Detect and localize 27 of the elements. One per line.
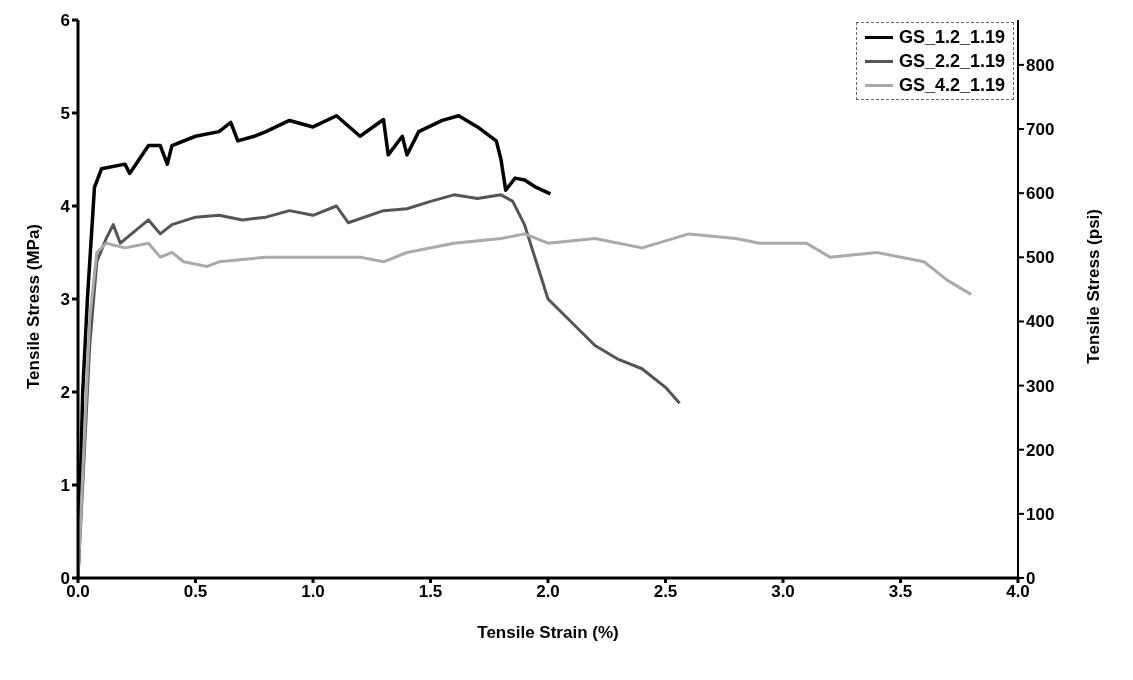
x-tick-label: 2.0 [536,582,560,602]
y-tick-label: 3 [60,290,70,310]
x-tick-label: 3.0 [771,582,795,602]
legend-label: GS_4.2_1.19 [898,74,1005,97]
y2-tick-label: 100 [1026,504,1055,524]
y-tick-label: 2 [60,383,70,403]
y2-tick-label: 700 [1026,120,1055,140]
y-axis-title: Tensile Stress (MPa) [24,223,44,389]
y2-axis-title: Tensile Stress (psi) [1084,209,1104,364]
y-tick-label: 1 [60,476,70,496]
y-tick-label: 4 [60,197,71,217]
y2-tick-label: 300 [1026,376,1055,396]
x-tick-label: 3.5 [888,582,913,602]
x-tick-label: 1.5 [418,582,443,602]
y2-tick-label: 500 [1026,248,1055,268]
y2-tick-label: 800 [1026,55,1055,75]
y2-tick-label: 400 [1026,312,1055,332]
y-tick-label: 5 [60,104,70,124]
y2-tick-label: 200 [1026,440,1055,460]
legend-label: GS_2.2_1.19 [898,50,1005,73]
x-tick-label: 1.0 [301,582,325,602]
y2-tick-label: 600 [1026,184,1055,204]
x-axis-title: Tensile Strain (%) [477,623,619,642]
x-tick-label: 0.5 [183,582,208,602]
x-tick-label: 2.5 [653,582,678,602]
legend-label: GS_1.2_1.19 [898,26,1005,49]
y-tick-label: 6 [60,11,70,31]
